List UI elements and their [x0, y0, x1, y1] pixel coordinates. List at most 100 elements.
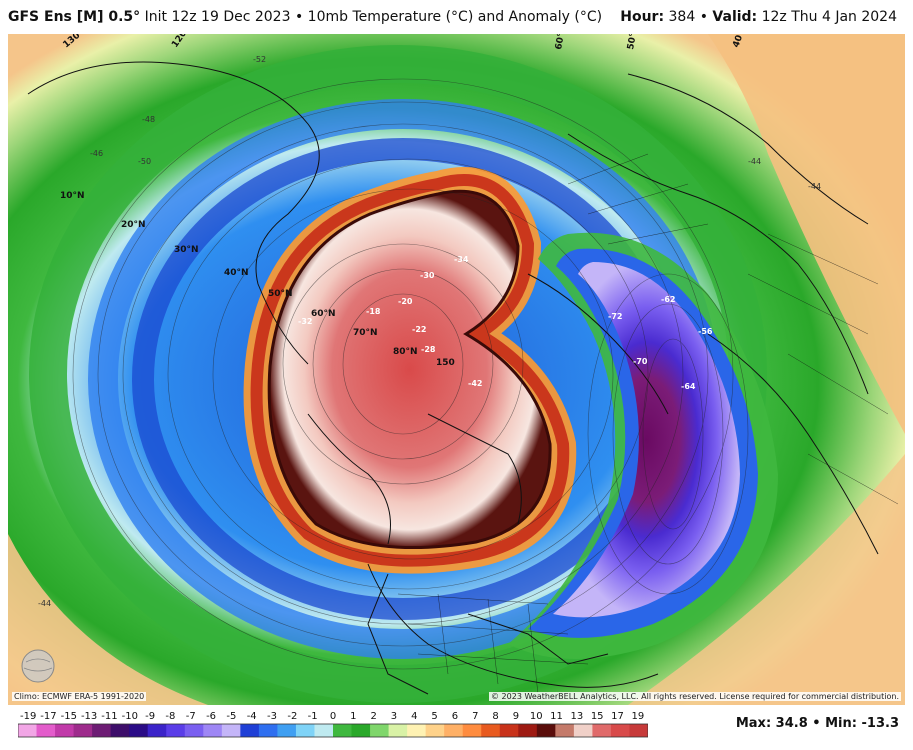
contour-label: -72 — [608, 312, 622, 321]
separator: • — [699, 9, 708, 25]
colorbar-swatch — [629, 724, 648, 737]
colorbar-tick-label: -1 — [308, 711, 318, 722]
max-value: 34.8 — [775, 716, 808, 731]
colorbar-swatch — [573, 724, 593, 737]
colorbar-tick-label: 5 — [431, 711, 437, 722]
colorbar-swatch — [36, 724, 56, 737]
warm-region-sw — [8, 534, 208, 705]
max-label: Max: — [735, 716, 772, 731]
colorbar-swatch — [240, 724, 260, 737]
political-borders — [397, 153, 899, 695]
contour-label: -22 — [412, 325, 426, 334]
map-svg: 10°N 20°N 30°N 40°N 50°N 60°N 70°N 80°N … — [8, 34, 905, 705]
latitude-labels: 10°N 20°N 30°N 40°N 50°N 60°N 70°N 80°N — [60, 191, 418, 357]
init-time: Init 12z 19 Dec 2023 — [144, 9, 291, 25]
colorbar-tick-label: 17 — [611, 711, 624, 722]
cold-anomaly-core — [553, 262, 740, 618]
colorbar-tick-label: 1 — [350, 711, 356, 722]
colorbar-swatch — [129, 724, 149, 737]
colorbar-swatch — [147, 724, 167, 737]
colorbar-tick-label: -8 — [165, 711, 175, 722]
min-label: Min: — [825, 716, 857, 731]
contour-label: -44 — [808, 182, 821, 191]
colorbar-tick-label: -7 — [186, 711, 196, 722]
colorbar-tick-label: 6 — [452, 711, 458, 722]
contour-label: -62 — [661, 295, 675, 304]
colorbar-tick-label: 2 — [370, 711, 376, 722]
coastlines — [27, 61, 879, 695]
colorbar-tick-label: -13 — [81, 711, 97, 722]
polar-map: 10°N 20°N 30°N 40°N 50°N 60°N 70°N 80°N … — [8, 34, 905, 705]
colorbar-swatch — [481, 724, 501, 737]
colorbar-tick-label: -6 — [206, 711, 216, 722]
contour-label: -42 — [468, 379, 482, 388]
max-min-readout: Max: 34.8 • Min: -13.3 — [736, 716, 899, 731]
lat-label-40: 40°N — [224, 268, 249, 278]
colorbar-tick-label: 10 — [530, 711, 543, 722]
colorbar-swatch — [92, 724, 112, 737]
model-name: GFS Ens [M] 0.5° — [8, 9, 141, 25]
contour-label: -44 — [748, 157, 761, 166]
warm-anomaly-outline — [267, 189, 552, 550]
contour-label: -18 — [366, 307, 381, 316]
colorbar-swatch — [610, 724, 630, 737]
colorbar-swatch — [499, 724, 519, 737]
colorbar-swatch — [351, 724, 371, 737]
warm-anomaly-red-band — [250, 174, 570, 567]
colorbar-swatch — [277, 724, 297, 737]
colorbar-swatch — [333, 724, 353, 737]
colorbar-tick-label: 3 — [391, 711, 397, 722]
separator: • — [812, 716, 821, 731]
colorbar-tick-label: -5 — [226, 711, 236, 722]
contour-label: -30 — [420, 271, 435, 280]
colorbar-swatch — [295, 724, 315, 737]
lon-label-50e: 50°E — [626, 34, 640, 51]
colorbar-swatch — [407, 724, 427, 737]
color-scale-bar: -19 -17 -15 -13 -11 -10 -9 -8 -7 -6 -5 -4 -3 -2 -1 0 1 2 3… — [18, 711, 648, 738]
chart-title: GFS Ens [M] 0.5° Init 12z 19 Dec 2023 • … — [8, 9, 602, 25]
lat-label-10: 10°N — [60, 191, 85, 201]
colorbar-tick-label: 8 — [492, 711, 498, 722]
contour-label: -46 — [90, 149, 103, 158]
lat-label-80: 80°N — [393, 347, 418, 357]
warm-region-se — [628, 454, 905, 705]
contour-label: -70 — [633, 357, 648, 366]
lat-label-30: 30°N — [174, 245, 199, 255]
colorbar-swatch — [444, 724, 464, 737]
colorbar-swatch — [536, 724, 556, 737]
colorbar-swatch — [203, 724, 223, 737]
field-name: 10mb Temperature (°C) and Anomaly (°C) — [307, 9, 603, 25]
colorbar-swatch — [370, 724, 390, 737]
colorbar-swatch — [110, 724, 130, 737]
colorbar-tick-label: 7 — [472, 711, 478, 722]
logo-globe-icon — [22, 650, 54, 682]
min-value: -13.3 — [861, 716, 899, 731]
weatherbell-logo — [18, 644, 92, 688]
colorbar-tick-label: 0 — [330, 711, 336, 722]
lon-label-150: 150 — [436, 358, 455, 368]
contour-label: -56 — [698, 327, 713, 336]
header-bar: GFS Ens [M] 0.5° Init 12z 19 Dec 2023 • … — [0, 0, 913, 34]
colorbar-tick-label: -3 — [267, 711, 277, 722]
lon-label-60e: 60°E — [554, 34, 568, 51]
contour-label: -48 — [142, 115, 155, 124]
valid-label: Valid: — [712, 9, 758, 25]
climo-source: Climo: ECMWF ERA-5 1991-2020 — [12, 692, 147, 701]
warm-region-ne — [708, 34, 905, 434]
separator: • — [294, 9, 304, 25]
colorbar-tick-label: -19 — [20, 711, 36, 722]
contour-label: -32 — [298, 317, 312, 326]
colorbar-swatch — [258, 724, 278, 737]
colorbar-swatch — [462, 724, 482, 737]
colorbar-swatch — [55, 724, 75, 737]
contour-label: -52 — [253, 55, 266, 64]
colorbar-tick-label: -2 — [287, 711, 297, 722]
contour-label: -28 — [421, 345, 436, 354]
colorbar-swatch — [18, 724, 38, 737]
colorbar-tick-label: -15 — [61, 711, 77, 722]
colorbar-swatch — [388, 724, 408, 737]
lat-label-70: 70°N — [353, 328, 378, 338]
valid-value: 12z Thu 4 Jan 2024 — [761, 9, 897, 25]
colorbar-tick-label: 19 — [631, 711, 644, 722]
lat-label-20: 20°N — [121, 220, 146, 230]
